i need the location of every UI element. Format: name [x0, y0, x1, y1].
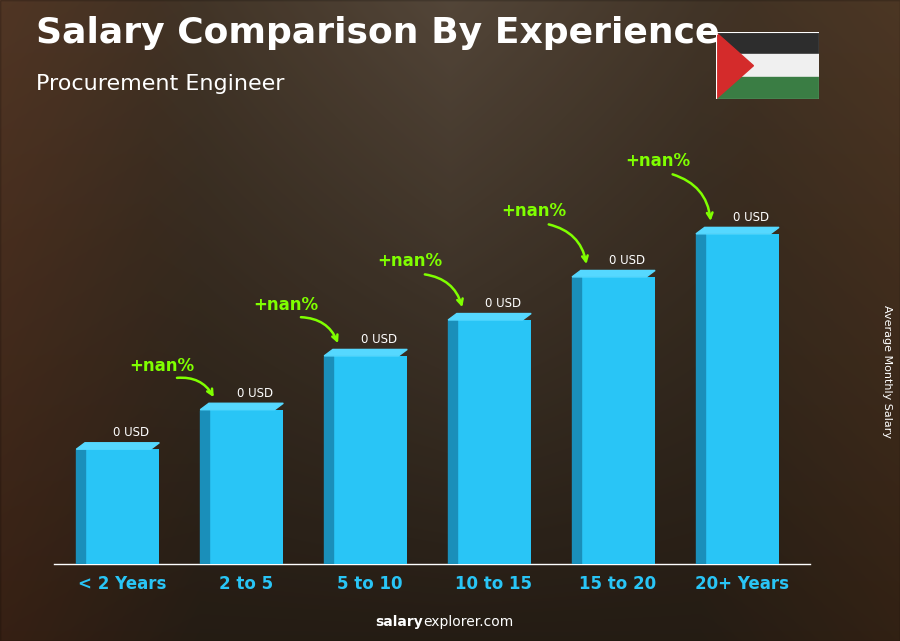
Text: 0 USD: 0 USD — [734, 211, 770, 224]
Text: +nan%: +nan% — [130, 356, 194, 374]
Bar — [333, 356, 407, 564]
Bar — [580, 277, 655, 564]
Bar — [572, 277, 580, 564]
Bar — [85, 449, 159, 564]
Bar — [716, 54, 819, 77]
Text: +nan%: +nan% — [501, 202, 566, 221]
Text: Salary Comparison By Experience: Salary Comparison By Experience — [36, 16, 719, 50]
Bar — [76, 449, 85, 564]
Text: +nan%: +nan% — [377, 253, 442, 271]
Text: explorer.com: explorer.com — [423, 615, 513, 629]
Text: Procurement Engineer: Procurement Engineer — [36, 74, 284, 94]
Polygon shape — [696, 228, 779, 234]
Polygon shape — [716, 32, 753, 99]
Bar — [696, 234, 705, 564]
Bar — [324, 356, 333, 564]
Text: 0 USD: 0 USD — [609, 254, 645, 267]
Polygon shape — [448, 313, 531, 320]
Text: +nan%: +nan% — [253, 296, 319, 313]
Text: Average Monthly Salary: Average Monthly Salary — [881, 305, 892, 438]
Text: 0 USD: 0 USD — [361, 333, 398, 346]
Text: 0 USD: 0 USD — [485, 297, 521, 310]
Polygon shape — [324, 349, 407, 356]
Text: salary: salary — [375, 615, 423, 629]
Bar — [448, 320, 457, 564]
Polygon shape — [76, 443, 159, 449]
Bar — [457, 320, 531, 564]
Bar — [209, 410, 284, 564]
Text: 0 USD: 0 USD — [113, 426, 149, 439]
Bar — [705, 234, 779, 564]
Bar — [716, 77, 819, 99]
Bar — [200, 410, 209, 564]
Polygon shape — [200, 403, 284, 410]
Bar — [716, 32, 819, 54]
Text: 0 USD: 0 USD — [238, 387, 274, 400]
Polygon shape — [572, 271, 655, 277]
Text: +nan%: +nan% — [625, 152, 690, 170]
